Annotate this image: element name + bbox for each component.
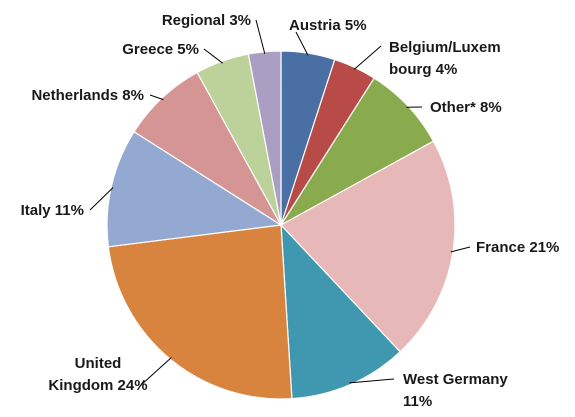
leader-line-belgium-luxembourg — [354, 46, 381, 69]
leader-line-netherlands — [150, 95, 163, 100]
data-label-united-kingdom: United Kingdom 24% — [48, 355, 147, 394]
leader-line-regional — [256, 20, 265, 54]
data-label-other: Other* 8% — [430, 99, 502, 116]
data-label-line: Italy 11% — [21, 202, 84, 219]
data-label-france: France 21% — [476, 239, 559, 256]
data-label-line: Greece 5% — [122, 41, 199, 58]
leader-line-greece — [204, 49, 223, 63]
data-label-line: France 21% — [476, 239, 559, 256]
data-label-netherlands: Netherlands 8% — [31, 87, 144, 104]
data-label-line: Netherlands 8% — [31, 87, 144, 104]
data-label-line: Austria 5% — [289, 17, 367, 34]
data-label-west-germany: West Germany 11% — [403, 371, 508, 410]
data-label-line: Regional 3% — [162, 12, 251, 29]
data-label-italy: Italy 11% — [21, 202, 84, 219]
data-label-regional: Regional 3% — [162, 12, 251, 29]
data-label-line: West Germany — [403, 371, 508, 388]
data-label-line: Belgium/Luxem — [389, 39, 501, 56]
data-label-austria: Austria 5% — [289, 17, 367, 34]
data-label-greece: Greece 5% — [122, 41, 199, 58]
pie-slice-united-kingdom — [108, 225, 292, 399]
data-label-line: 11% — [403, 393, 432, 410]
data-label-belgium-luxembourg: Belgium/Luxem bourg 4% — [389, 39, 501, 78]
data-label-line: United — [75, 355, 122, 372]
data-label-line: bourg 4% — [389, 61, 457, 78]
data-label-line: Kingdom 24% — [48, 377, 147, 394]
data-label-line: Other* 8% — [430, 99, 502, 116]
